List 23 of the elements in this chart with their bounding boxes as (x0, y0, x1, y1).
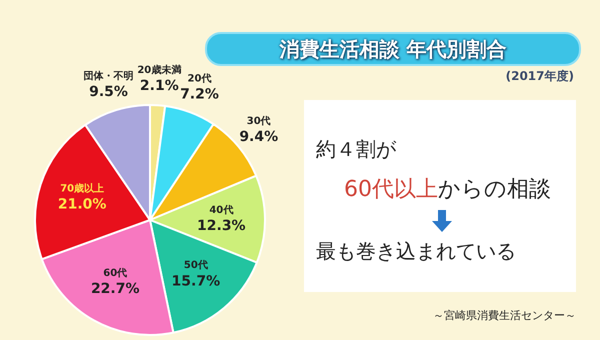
data-label: 12.3% (197, 218, 246, 234)
data-label: 15.7% (172, 273, 220, 290)
text: ～宮崎県消費生活センター～ (433, 308, 576, 323)
slice-label: 40代 (209, 204, 234, 216)
slice-label: 30代 (246, 114, 271, 127)
slice-label: 50代 (184, 259, 208, 272)
slice-label: 団体・不明 (84, 70, 134, 82)
slice-label: 20歳未満 (137, 64, 182, 76)
slice-label: 70歳以上 (60, 182, 104, 195)
text: 最も巻き込まれている (316, 238, 516, 265)
data-label: 7.2% (180, 86, 219, 103)
slice-label: 20代 (188, 72, 212, 85)
data-label: 21.0% (58, 196, 106, 213)
data-label: 9.4% (239, 128, 278, 145)
text: 約４割が (316, 136, 396, 163)
slice-label: 60代 (103, 266, 128, 279)
data-label: 2.1% (140, 78, 179, 94)
text: 60代以上 (344, 177, 438, 202)
data-label: 9.5% (89, 84, 128, 100)
text: 消費生活相談 年代別割合 (205, 32, 581, 66)
text: からの相談 (438, 177, 551, 202)
data-label: 22.7% (90, 280, 140, 297)
text: (2017年度) (506, 68, 574, 85)
